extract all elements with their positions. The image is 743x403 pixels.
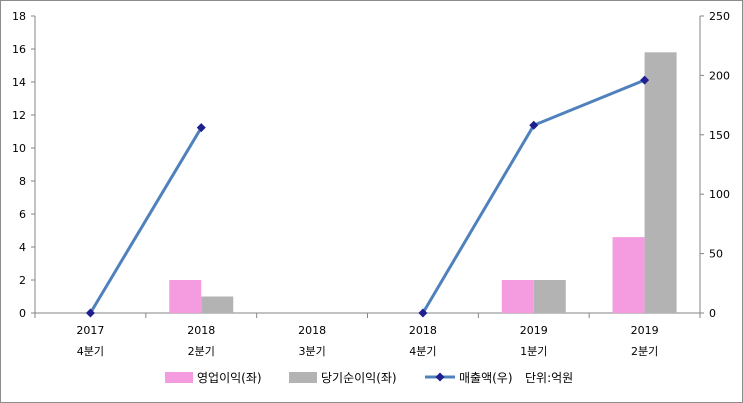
legend-label-net-income: 당기순이익(좌): [321, 371, 397, 385]
y-left-tick-label: 6: [19, 208, 26, 221]
bar-net-income: [644, 52, 677, 314]
bar-net-income: [201, 296, 234, 313]
sales-marker: [640, 75, 650, 85]
sales-marker: [418, 308, 428, 318]
x-tick-label-year: 2018: [187, 324, 215, 337]
sales-line: [85, 75, 650, 318]
x-tick-label-quarter: 2분기: [188, 345, 215, 358]
x-tick-label-quarter: 1분기: [520, 345, 547, 358]
y-left-tick-label: 16: [12, 43, 26, 56]
y-left-tick-label: 18: [12, 10, 26, 23]
x-tick-label-year: 2017: [76, 324, 104, 337]
y-left-tick-label: 12: [12, 109, 26, 122]
y-right-tick-label: 100: [709, 188, 730, 201]
y-left-tick-label: 10: [12, 142, 26, 155]
legend: 영업이익(좌) 당기순이익(좌) 매출액(우) 단위:억원: [165, 371, 573, 385]
x-tick-label-quarter: 3분기: [298, 345, 325, 358]
bar-net-income: [533, 280, 566, 313]
bars: [169, 52, 677, 314]
y-left-tick-label: 14: [12, 76, 26, 89]
bar-operating-profit: [169, 280, 202, 313]
y-left-tick-label: 0: [19, 307, 26, 320]
y-right-tick-label: 50: [709, 248, 723, 261]
x-tick-label-quarter: 2분기: [631, 345, 658, 358]
legend-swatch-sales-marker: [435, 372, 445, 382]
y-right-tick-label: 0: [709, 307, 716, 320]
y-right-tick-label: 150: [709, 129, 730, 142]
sales-marker: [196, 123, 206, 133]
x-tick-label-quarter: 4분기: [409, 345, 436, 358]
unit-note: 단위:억원: [525, 371, 573, 385]
legend-swatch-net-income: [289, 372, 317, 383]
sales-line-segment: [421, 78, 646, 314]
y-left-tick-label: 8: [19, 175, 26, 188]
y-right-tick-label: 200: [709, 69, 730, 82]
x-tick-label-year: 2019: [631, 324, 659, 337]
sales-marker: [529, 120, 539, 130]
x-tick-label-quarter: 4분기: [77, 345, 104, 358]
x-tick-label-year: 2018: [298, 324, 326, 337]
legend-swatch-operating-profit: [165, 372, 193, 383]
axes: 0 2 4 6 8 10 12 14 16 18 0 50 100 150 200 250 2017 4분기 201…: [12, 10, 730, 358]
bar-operating-profit: [501, 280, 534, 313]
bar-operating-profit: [612, 237, 645, 313]
y-left-tick-label: 2: [19, 274, 26, 287]
legend-label-operating-profit: 영업이익(좌): [197, 371, 262, 385]
sales-marker: [85, 308, 95, 318]
y-right-tick-label: 250: [709, 10, 730, 23]
sales-line-segment: [89, 126, 203, 314]
x-tick-label-year: 2019: [520, 324, 548, 337]
y-left-tick-label: 4: [19, 241, 26, 254]
legend-label-sales: 매출액(우): [459, 371, 513, 385]
x-tick-label-year: 2018: [409, 324, 437, 337]
